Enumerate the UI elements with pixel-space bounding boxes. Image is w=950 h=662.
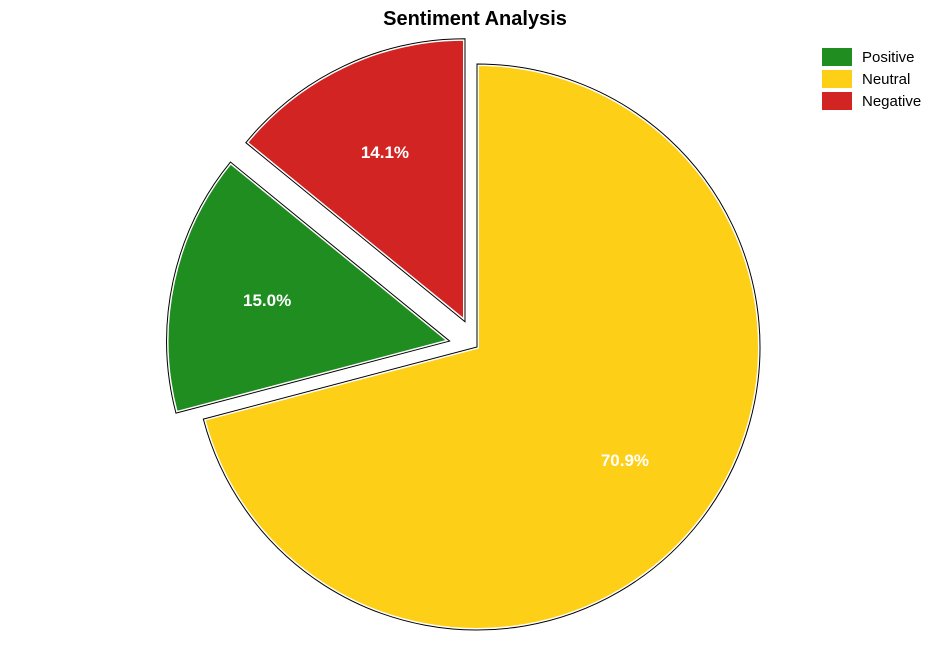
pie-chart xyxy=(0,0,950,662)
legend-item-neutral: Neutral xyxy=(822,70,921,88)
legend-swatch-negative xyxy=(822,92,852,110)
slice-label-positive: 15.0% xyxy=(243,291,291,311)
slice-label-neutral: 70.9% xyxy=(601,451,649,471)
legend-label-negative: Negative xyxy=(862,93,921,110)
legend-item-negative: Negative xyxy=(822,92,921,110)
legend-swatch-positive xyxy=(822,48,852,66)
legend: Positive Neutral Negative xyxy=(822,48,921,114)
chart-container: Sentiment Analysis PositiveNeutralNegati… xyxy=(0,0,950,662)
legend-label-positive: Positive xyxy=(862,49,915,66)
slice-label-negative: 14.1% xyxy=(361,143,409,163)
legend-swatch-neutral xyxy=(822,70,852,88)
legend-item-positive: Positive xyxy=(822,48,921,66)
legend-label-neutral: Neutral xyxy=(862,71,910,88)
